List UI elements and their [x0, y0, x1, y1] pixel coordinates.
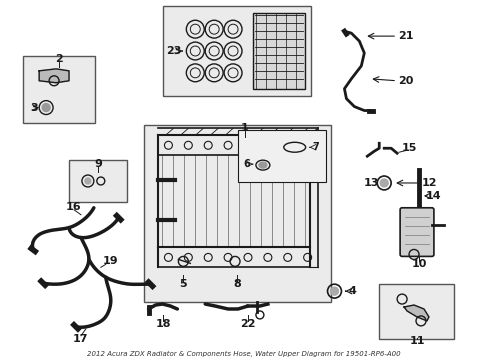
- Polygon shape: [403, 305, 428, 321]
- Text: 1: 1: [241, 123, 248, 134]
- Text: 9: 9: [94, 159, 102, 169]
- Text: 8: 8: [233, 279, 241, 289]
- Bar: [23, 56, 95, 123]
- Text: 14: 14: [425, 191, 441, 201]
- Text: 21: 21: [398, 31, 413, 41]
- Text: 18: 18: [155, 319, 171, 329]
- Text: 16: 16: [66, 202, 81, 212]
- Bar: [163, 6, 310, 96]
- Bar: [143, 125, 330, 302]
- Text: 12: 12: [420, 178, 436, 188]
- Text: 23: 23: [165, 46, 181, 56]
- Circle shape: [85, 178, 91, 184]
- Bar: [379, 284, 453, 339]
- Bar: [252, 13, 304, 89]
- Text: 6: 6: [243, 159, 250, 169]
- Text: 2012 Acura ZDX Radiator & Components Hose, Water Upper Diagram for 19501-RP6-A00: 2012 Acura ZDX Radiator & Components Hos…: [87, 351, 400, 357]
- Text: 22: 22: [240, 319, 255, 329]
- Text: 10: 10: [410, 259, 426, 269]
- Text: 11: 11: [408, 336, 424, 346]
- Text: 5: 5: [179, 279, 187, 289]
- Ellipse shape: [258, 162, 266, 168]
- Text: 20: 20: [398, 76, 413, 86]
- Circle shape: [42, 104, 50, 112]
- FancyBboxPatch shape: [399, 208, 433, 256]
- Bar: [238, 130, 325, 182]
- Bar: [69, 160, 126, 202]
- Text: 2: 2: [55, 54, 63, 64]
- Text: 3: 3: [30, 103, 38, 113]
- Circle shape: [330, 287, 338, 295]
- Text: 13: 13: [363, 178, 378, 188]
- Text: 19: 19: [103, 256, 118, 266]
- Polygon shape: [39, 69, 69, 83]
- Text: 4: 4: [348, 286, 356, 296]
- Text: 15: 15: [401, 143, 416, 153]
- Circle shape: [380, 179, 387, 187]
- Text: 7: 7: [311, 142, 318, 152]
- Text: 17: 17: [73, 334, 88, 344]
